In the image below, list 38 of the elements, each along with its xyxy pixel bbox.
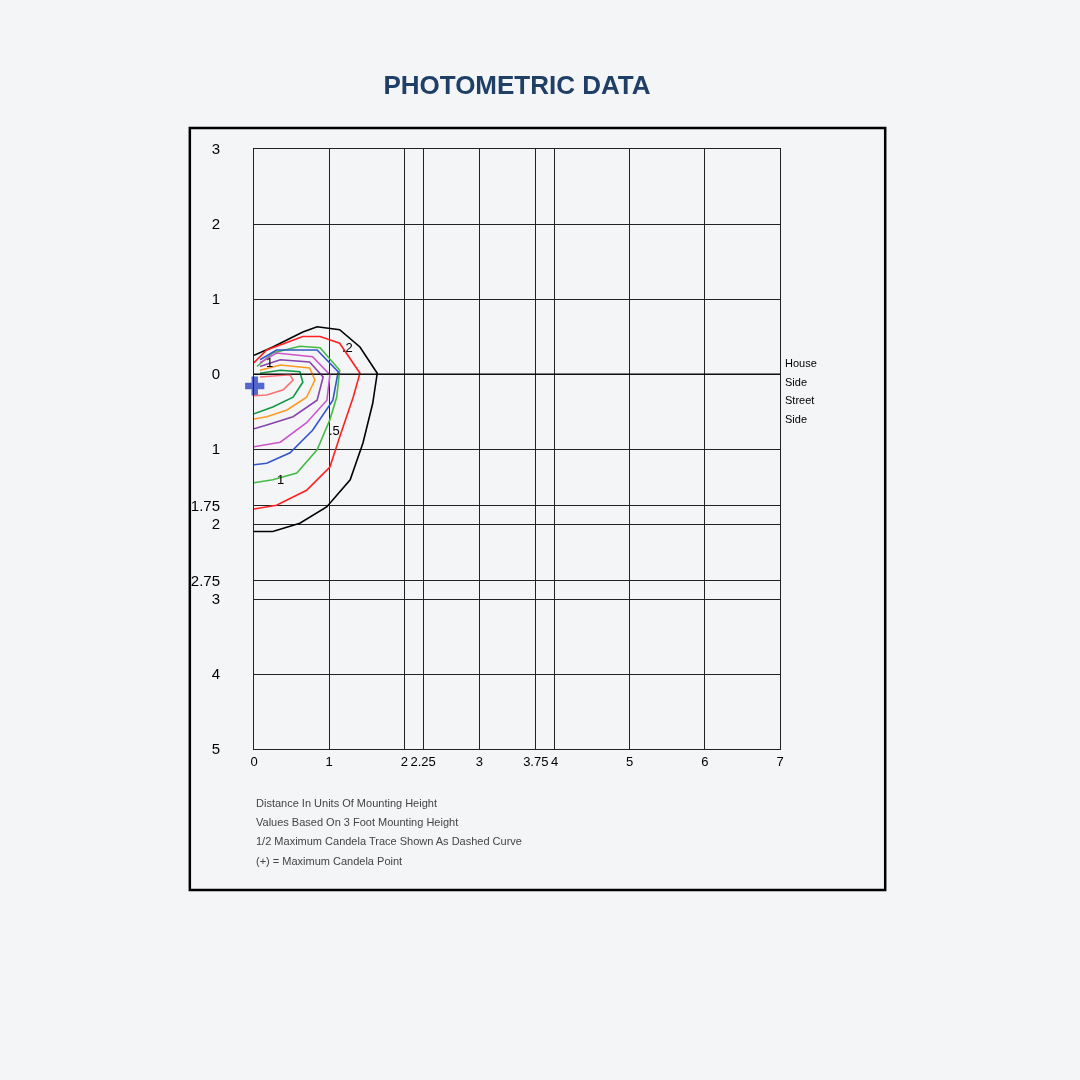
line-series <box>254 349 339 466</box>
x-tick-label: 2.25 <box>410 753 436 769</box>
text: Street <box>785 394 815 406</box>
x-tick-label: 3 <box>475 753 484 769</box>
line-series <box>254 352 331 448</box>
y-tick-label: 0 <box>211 365 220 383</box>
y-tick-label: 1 <box>211 440 220 458</box>
x-tick-label: 4 <box>550 753 559 769</box>
y-tick-label: 3 <box>211 140 220 158</box>
text: 1/2 Maximum Candela Trace Shown As Dashed Curve <box>256 835 522 847</box>
text: Side <box>785 413 808 425</box>
text: Values Based On 3 Foot Mounting Height <box>256 816 459 828</box>
x-tick-label: 2 <box>400 753 408 769</box>
y-tick-label: 1.75 <box>190 496 220 514</box>
text: Side <box>785 376 808 388</box>
text: Distance In Units Of Mounting Height <box>256 797 437 809</box>
annotation: .2 <box>342 340 353 355</box>
x-tick-label: 7 <box>776 753 784 769</box>
line-series <box>254 358 324 430</box>
line-series <box>254 369 304 415</box>
x-tick-label: 1 <box>325 753 333 769</box>
chart-title: PHOTOMETRIC DATA <box>383 70 651 101</box>
y-tick-label: 1 <box>211 290 220 308</box>
line-series <box>254 345 341 484</box>
line-series <box>254 335 361 510</box>
y-tick-label: 4 <box>211 665 220 683</box>
y-tick-label: 5 <box>211 740 220 758</box>
y-tick-label: 2 <box>211 215 220 233</box>
y-tick-label: 2 <box>211 515 220 533</box>
text: (+) = Maximum Candela Point <box>256 855 403 867</box>
x-tick-label: 5 <box>626 753 634 769</box>
x-tick-label: 0 <box>250 753 258 769</box>
x-tick-label: 3.75 <box>523 753 549 769</box>
text: House <box>785 357 817 369</box>
y-tick-label: 3 <box>211 590 220 608</box>
x-tick-label: 6 <box>701 753 709 769</box>
y-tick-label: 2.75 <box>190 571 220 589</box>
annotation: .5 <box>329 423 340 438</box>
